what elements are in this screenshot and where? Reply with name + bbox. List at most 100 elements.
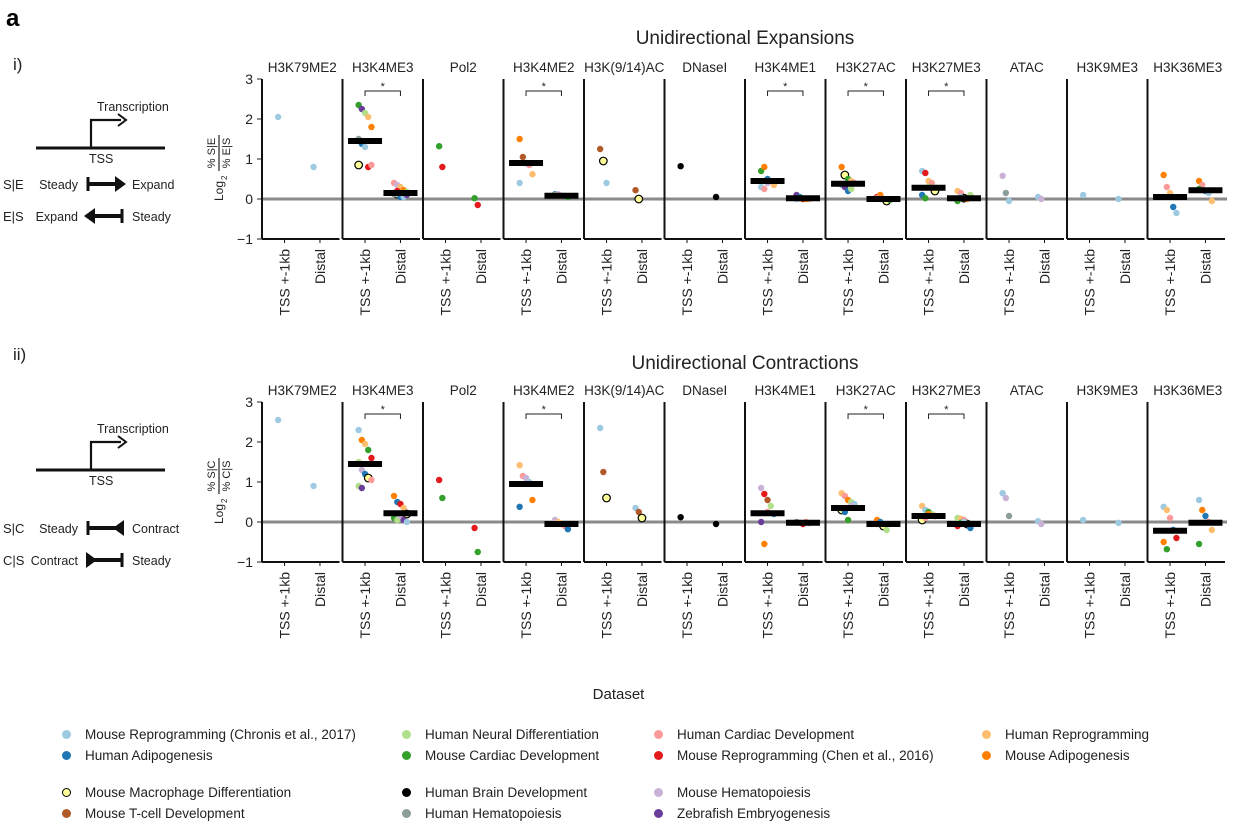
x-tick-label: Distal <box>714 572 730 607</box>
facet-title: H3K79ME2 <box>268 60 337 75</box>
data-point <box>435 143 443 150</box>
x-tick-label: Distal <box>1117 249 1133 284</box>
x-tick-label: TSS +-1kb <box>1162 572 1178 639</box>
facet-title: H3K4ME3 <box>352 383 414 398</box>
data-point <box>637 513 647 523</box>
data-point <box>1199 506 1206 514</box>
data-point <box>596 424 604 432</box>
data-point <box>471 195 478 202</box>
facet-H3K79ME2: H3K79ME2 TSS +-1kb Distal <box>261 60 342 316</box>
data-point <box>757 518 765 526</box>
data-point <box>516 503 523 510</box>
significance-bracket <box>525 413 562 419</box>
facet-ATAC: ATAC TSS +-1kb Distal <box>985 60 1066 316</box>
facet-H3K(9/14)AC: H3K(9/14)AC TSS +-1kb Distal <box>583 60 665 316</box>
legend-item: Human Neural Differentiation <box>402 727 599 742</box>
significance-star: * <box>381 404 386 416</box>
x-tick-label: Distal <box>392 249 408 284</box>
x-tick-label: Distal <box>875 572 891 607</box>
x-tick-label: TSS +-1kb <box>921 249 937 316</box>
data-point <box>712 193 720 201</box>
significance-bracket <box>928 413 965 419</box>
facet-title: H3K4ME2 <box>513 383 575 398</box>
data-point <box>274 416 282 424</box>
data-point <box>471 524 478 532</box>
data-point <box>632 187 639 194</box>
schematic-left-label: Steady <box>39 522 79 536</box>
x-tick-label: TSS +-1kb <box>1082 249 1098 316</box>
x-tick-label: Distal <box>473 249 489 284</box>
x-tick-label: Distal <box>795 572 811 607</box>
legend-item: Human Cardiac Development <box>654 727 854 742</box>
legend-label: Human Adipogenesis <box>85 748 213 763</box>
schematic-state-label: S|E <box>3 177 24 192</box>
data-point <box>1173 209 1180 217</box>
data-point <box>712 520 720 528</box>
data-point <box>516 462 523 469</box>
data-point <box>922 169 929 177</box>
facet-title: H3K9ME3 <box>1076 60 1138 75</box>
x-tick-label: TSS +-1kb <box>438 572 454 639</box>
x-tick-label: TSS +-1kb <box>277 249 293 316</box>
legend-item: Human Brain Development <box>402 785 587 800</box>
x-tick-label: Distal <box>634 572 650 607</box>
data-point <box>355 426 362 434</box>
x-tick-label: TSS +-1kb <box>277 572 293 639</box>
data-point <box>403 518 411 526</box>
facet-ATAC: ATAC TSS +-1kb Distal <box>985 383 1066 639</box>
x-tick-label: Distal <box>956 249 972 284</box>
facet-H3K4ME1: H3K4ME1 TSS +-1kb Distal <box>744 383 825 639</box>
data-point <box>368 476 375 484</box>
legend-swatch <box>654 730 663 739</box>
facet-H3K4ME3: * H3K4ME3 TSS +-1kb Distal <box>341 60 422 316</box>
x-tick-label: Distal <box>1197 249 1213 284</box>
legend-item: Human Adipogenesis <box>62 748 213 763</box>
legend-swatch <box>402 809 411 818</box>
data-point <box>1002 494 1010 502</box>
facet-DNaseI: DNaseI TSS +-1kb Distal <box>663 60 744 316</box>
x-tick-label: Distal <box>1197 572 1213 607</box>
facet-title: ATAC <box>1010 383 1044 398</box>
data-point <box>1195 540 1203 548</box>
significance-bracket <box>928 90 965 96</box>
y-label-numerator: % S|E <box>206 138 218 168</box>
significance-star: * <box>783 81 788 93</box>
data-point <box>596 145 604 153</box>
schematic-transcription-label: Transcription <box>97 100 169 114</box>
facet-H3K27ME3: * H3K27ME3 TSS +-1kb Distal <box>905 383 986 639</box>
y-tick-label: −1 <box>237 554 253 570</box>
data-point <box>844 516 852 524</box>
x-tick-label: TSS +-1kb <box>840 249 856 316</box>
chart-title: Unidirectional Expansions <box>636 28 855 49</box>
x-tick-label: TSS +-1kb <box>599 249 615 316</box>
data-point <box>603 179 610 187</box>
data-point <box>1170 203 1177 211</box>
data-point <box>1202 512 1209 520</box>
data-point <box>400 504 407 512</box>
data-point <box>516 179 523 187</box>
significance-bracket <box>364 413 401 419</box>
data-point <box>365 113 372 121</box>
legend-title: Dataset <box>592 686 645 703</box>
y-tick-label: 3 <box>245 394 253 410</box>
legend-item: Mouse T-cell Development <box>62 806 245 821</box>
facet-title: H3K27AC <box>836 60 896 75</box>
data-point <box>883 526 890 534</box>
data-point <box>354 160 364 170</box>
facet-H3K36ME3: H3K36ME3 TSS +-1kb Distal <box>1146 60 1227 316</box>
legend-label: Mouse Hematopoiesis <box>677 785 811 800</box>
data-point <box>634 194 644 204</box>
data-point <box>435 476 443 484</box>
schematic-state-label: C|S <box>3 553 25 568</box>
transcription-arrow <box>89 118 121 148</box>
transcription-arrow-head <box>117 435 128 449</box>
data-point <box>767 502 774 510</box>
y-label-log: Log <box>212 504 226 524</box>
data-point <box>1038 195 1045 203</box>
legend-item: Human Reprogramming <box>982 727 1149 742</box>
data-point <box>439 494 446 502</box>
significance-bracket <box>847 413 884 419</box>
data-point <box>602 493 611 503</box>
